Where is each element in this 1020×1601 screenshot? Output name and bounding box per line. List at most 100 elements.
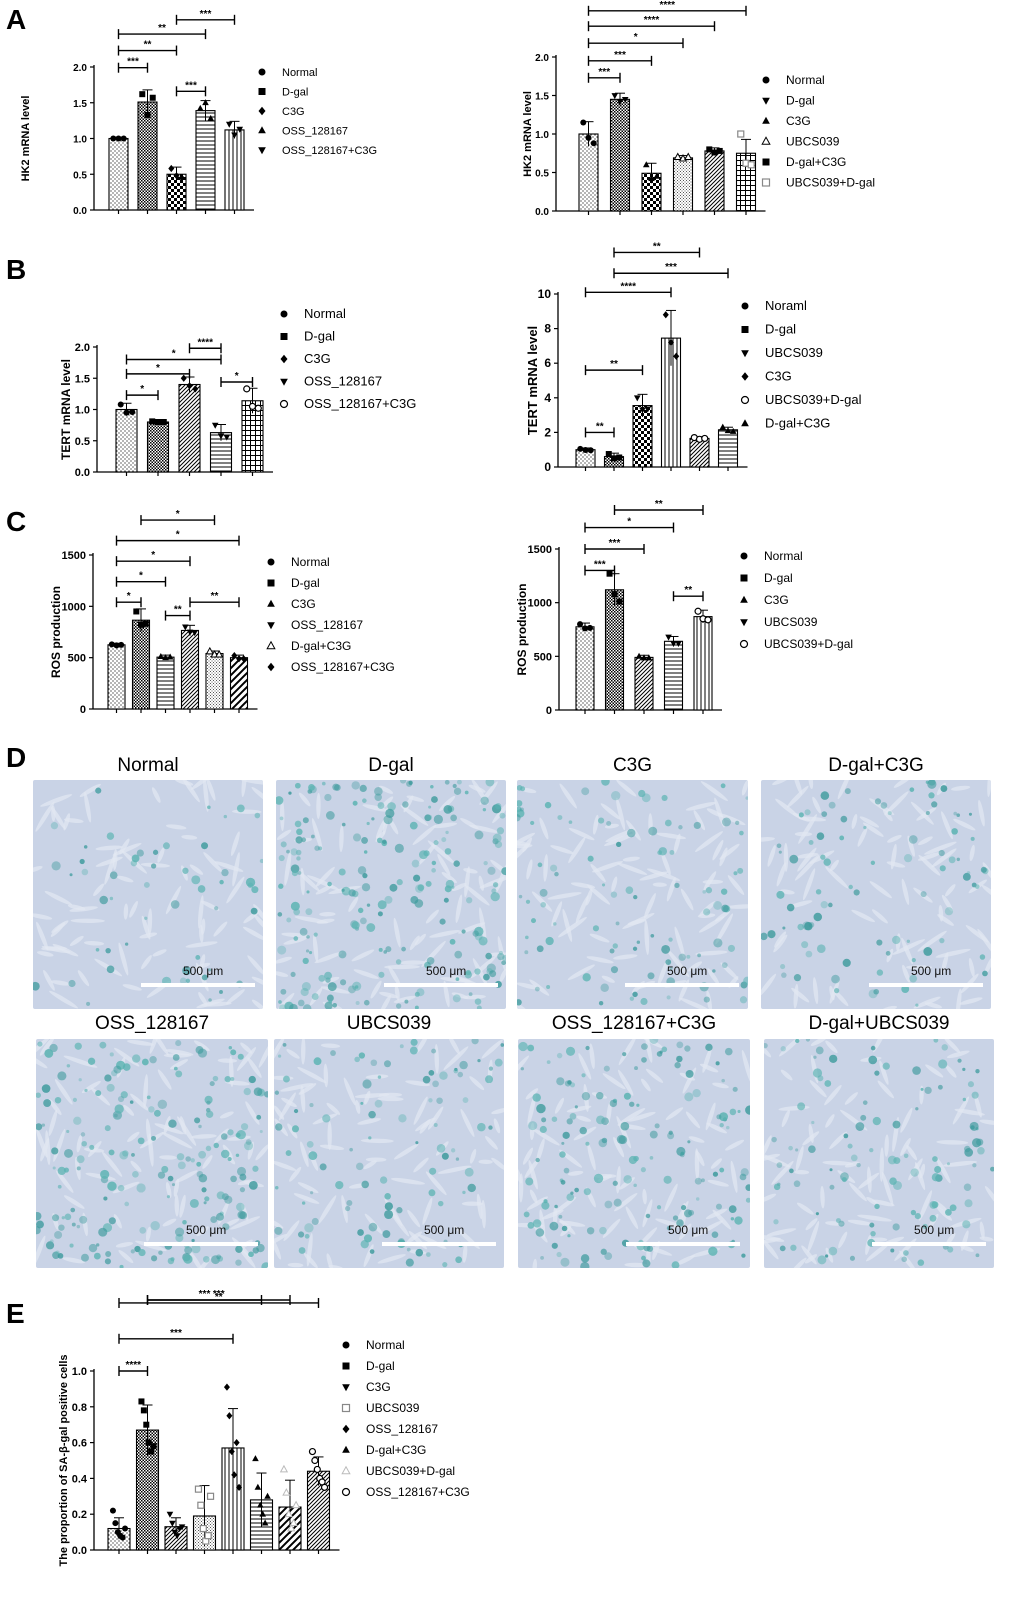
data-point <box>150 1443 157 1450</box>
legend-marker <box>740 395 750 405</box>
data-point <box>171 1529 179 1536</box>
data-point <box>684 152 693 160</box>
legend-label: OSS_128167 <box>366 1422 438 1436</box>
data-point <box>123 409 130 416</box>
bar-oss-128167-c3g <box>224 129 245 211</box>
data-point <box>162 654 169 661</box>
data-point <box>279 1464 289 1473</box>
significance-label: ** <box>144 40 152 51</box>
data-point <box>706 146 713 153</box>
y-tick-label: 0.5 <box>535 169 549 180</box>
y-axis-label: TERT mRNA level <box>525 326 540 435</box>
micrograph-title: Normal <box>117 755 179 776</box>
legend-marker <box>267 579 275 587</box>
legend-marker <box>762 116 770 124</box>
data-point <box>119 1534 126 1541</box>
significance-label: * <box>151 550 155 561</box>
significance-label: *** <box>665 262 677 273</box>
data-point <box>580 119 587 126</box>
data-point <box>621 96 629 103</box>
data-point <box>178 1524 186 1531</box>
scale-bar <box>626 1242 740 1246</box>
bar-d-gal <box>131 619 151 710</box>
significance-label: *** <box>170 1328 182 1339</box>
bar-c3g <box>178 383 201 473</box>
y-tick-label: 2.0 <box>535 53 549 64</box>
significance-label: *** <box>594 559 606 570</box>
y-axis-label: ROS production <box>49 586 63 678</box>
panel-letter-d: D <box>6 742 27 773</box>
scale-bar <box>869 983 983 987</box>
legend-marker <box>267 662 275 672</box>
legend-marker <box>740 595 748 603</box>
micrograph-image: 500 μm <box>36 1039 268 1268</box>
data-point <box>186 629 194 636</box>
legend-marker <box>761 178 771 187</box>
data-point <box>642 161 650 168</box>
data-point <box>716 147 723 154</box>
micrograph-image: 500 μm <box>518 1039 750 1268</box>
legend-label: OSS_128167 <box>304 374 382 389</box>
data-point <box>148 1448 155 1455</box>
y-tick-label: 0.5 <box>73 170 87 181</box>
legend-label: C3G <box>764 593 789 607</box>
data-point <box>117 401 124 408</box>
legend-marker <box>762 97 770 105</box>
significance-label: * <box>140 384 144 395</box>
data-point <box>110 135 117 142</box>
data-point <box>254 1483 262 1490</box>
micrograph-title: OSS_128167 <box>94 1013 210 1034</box>
data-point <box>196 104 204 111</box>
legend-label: D-gal+C3G <box>786 155 846 169</box>
data-point <box>616 99 624 106</box>
legend-marker <box>342 1362 350 1370</box>
data-point <box>186 382 193 390</box>
data-point <box>169 1520 176 1527</box>
data-point <box>308 1447 317 1456</box>
bar-d-gal-c3g <box>717 429 739 468</box>
significance-label: **** <box>659 0 675 11</box>
data-point <box>233 1439 240 1447</box>
y-tick-label: 10 <box>538 287 552 301</box>
data-point <box>585 134 592 141</box>
legend-label: UBCS039+D-gal <box>764 637 853 651</box>
legend-label: D-gal <box>366 1359 395 1373</box>
data-point <box>254 404 262 412</box>
micrograph-title: D-gal+UBCS039 <box>808 1013 950 1034</box>
data-point <box>149 94 156 101</box>
y-tick-label: 6 <box>544 356 551 370</box>
legend-label: OSS_128167 <box>291 618 363 632</box>
legend-marker <box>342 1445 350 1453</box>
legend-marker <box>267 622 275 630</box>
legend-label: D-gal+C3G <box>765 416 830 431</box>
data-point <box>223 434 231 441</box>
data-point <box>582 625 588 632</box>
significance-label: *** <box>127 57 139 68</box>
legend-label: Normal <box>282 67 317 79</box>
legend-label: UBCS039 <box>765 345 823 360</box>
y-tick-label: 1.5 <box>535 92 549 103</box>
data-point <box>138 621 144 628</box>
bar-ubcs039 <box>663 640 684 711</box>
scale-bar <box>144 1242 258 1246</box>
bar-d-gal <box>146 421 170 473</box>
micrograph-normal: Normal 500 μm <box>33 755 263 1009</box>
data-point <box>252 1455 259 1462</box>
micrograph-ubcs039: UBCS039 500 μm <box>274 1013 504 1268</box>
legend-label: C3G <box>765 369 792 384</box>
data-point <box>673 152 682 160</box>
micrograph-title: C3G <box>612 755 653 776</box>
data-point <box>231 1471 238 1479</box>
data-point <box>160 419 167 425</box>
significance-label: *** <box>598 67 610 78</box>
data-point <box>284 1509 293 1518</box>
data-point <box>173 172 180 180</box>
data-point <box>108 641 115 648</box>
legend-label: C3G <box>366 1380 391 1394</box>
legend-label: OSS_128167+C3G <box>291 660 395 674</box>
data-point <box>313 1465 321 1474</box>
data-point <box>616 598 623 605</box>
bar-normal <box>108 137 129 211</box>
